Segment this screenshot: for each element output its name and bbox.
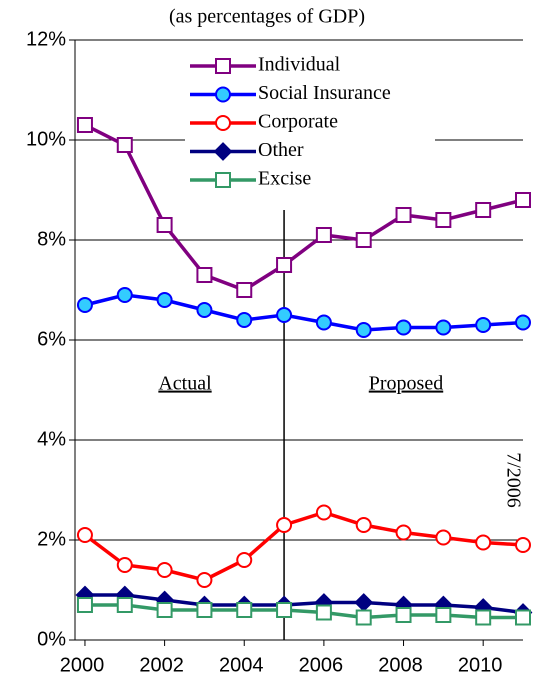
y-tick-label: 10% bbox=[26, 128, 66, 150]
x-tick-label: 2000 bbox=[60, 654, 105, 676]
marker bbox=[156, 602, 173, 618]
marker bbox=[116, 287, 133, 303]
legend-label: Other bbox=[258, 139, 304, 161]
marker bbox=[475, 609, 492, 626]
series-line bbox=[83, 510, 524, 582]
annotation: Actual bbox=[158, 373, 212, 395]
marker bbox=[395, 607, 412, 623]
marker bbox=[435, 607, 452, 623]
legend-label: Individual bbox=[258, 54, 341, 76]
marker bbox=[355, 517, 372, 533]
marker bbox=[315, 504, 332, 521]
y-tick-label: 8% bbox=[37, 228, 66, 250]
marker bbox=[236, 312, 253, 328]
marker bbox=[515, 192, 531, 208]
x-tick-label: 2008 bbox=[378, 654, 423, 676]
marker bbox=[355, 322, 372, 338]
marker bbox=[435, 319, 452, 336]
legend-label: Corporate bbox=[258, 111, 338, 133]
marker bbox=[236, 602, 253, 618]
marker bbox=[76, 117, 93, 133]
series-line bbox=[84, 293, 524, 332]
marker bbox=[315, 227, 332, 243]
marker bbox=[196, 267, 213, 283]
marker bbox=[196, 572, 213, 588]
chart-title: (as percentages of GDP) bbox=[169, 6, 365, 28]
marker bbox=[76, 297, 93, 313]
y-tick-label: 6% bbox=[37, 328, 66, 350]
marker bbox=[515, 609, 531, 626]
marker bbox=[196, 602, 213, 618]
marker bbox=[236, 552, 253, 568]
marker bbox=[276, 257, 293, 273]
marker bbox=[76, 527, 93, 543]
marker bbox=[475, 534, 492, 551]
marker bbox=[395, 207, 412, 223]
title-backdrop bbox=[165, 0, 425, 36]
marker bbox=[215, 115, 231, 131]
x-tick-label: 2006 bbox=[299, 654, 344, 676]
marker bbox=[196, 302, 213, 318]
marker bbox=[156, 217, 173, 233]
annotation: 7/2006 bbox=[502, 452, 524, 508]
y-tick-label: 0% bbox=[37, 628, 66, 650]
marker bbox=[276, 307, 293, 323]
marker bbox=[355, 232, 372, 248]
y-tick-label: 2% bbox=[37, 528, 66, 550]
marker bbox=[236, 282, 253, 298]
legend-label: Excise bbox=[258, 168, 311, 190]
marker bbox=[156, 292, 173, 308]
marker bbox=[315, 314, 332, 331]
marker bbox=[215, 86, 231, 103]
marker bbox=[354, 593, 374, 612]
legend-label: Social Insurance bbox=[258, 82, 391, 104]
marker bbox=[276, 602, 293, 618]
marker bbox=[116, 557, 133, 573]
y-tick-label: 12% bbox=[26, 28, 66, 50]
marker bbox=[475, 317, 492, 333]
marker bbox=[215, 172, 231, 188]
marker bbox=[515, 537, 531, 553]
y-tick-label: 4% bbox=[37, 428, 66, 450]
marker bbox=[315, 604, 332, 621]
marker bbox=[213, 142, 233, 161]
marker bbox=[215, 58, 231, 74]
marker bbox=[435, 529, 452, 546]
marker bbox=[475, 202, 492, 218]
annotation: Proposed bbox=[369, 373, 443, 395]
x-tick-label: 2002 bbox=[139, 654, 184, 676]
marker bbox=[276, 517, 293, 533]
marker bbox=[116, 137, 133, 153]
marker bbox=[76, 597, 93, 613]
marker bbox=[435, 212, 452, 228]
marker bbox=[395, 524, 412, 541]
marker bbox=[515, 314, 531, 331]
x-tick-label: 2004 bbox=[219, 654, 264, 676]
marker bbox=[355, 609, 372, 626]
marker bbox=[395, 319, 412, 336]
marker bbox=[116, 597, 133, 613]
marker bbox=[156, 562, 173, 578]
x-tick-label: 2010 bbox=[458, 654, 503, 676]
